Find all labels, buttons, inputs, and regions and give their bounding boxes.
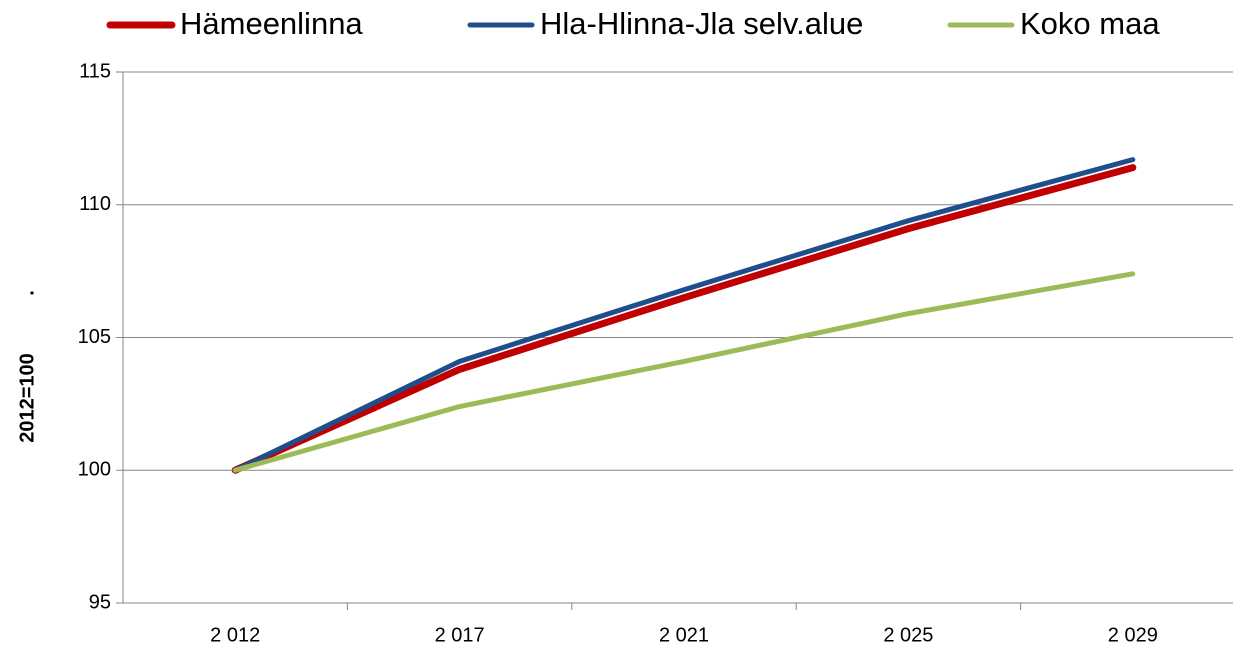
x-tick-label: 2 017 [435,624,485,646]
legend-label: Koko maa [1020,6,1160,41]
y-tick-label: 100 [78,459,111,481]
series-line [232,157,1136,473]
annotation: . [16,290,38,296]
x-tick-label: 2 029 [1108,624,1158,646]
series-line [232,271,1136,473]
x-tick-label: 2 012 [210,624,260,646]
legend-label: Hämeenlinna [180,6,363,41]
legend-label: Hla-Hlinna-Jla selv.alue [540,6,863,41]
y-tick-label: 95 [89,591,111,613]
series-line [231,164,1137,474]
y-tick-label: 105 [78,326,111,348]
y-tick-label: 115 [79,60,111,82]
y-axis-label: 2012=100 [16,353,38,443]
x-tick-label: 2 025 [883,624,933,646]
y-tick-label: 110 [79,193,111,215]
x-tick-label: 2 021 [659,624,709,646]
